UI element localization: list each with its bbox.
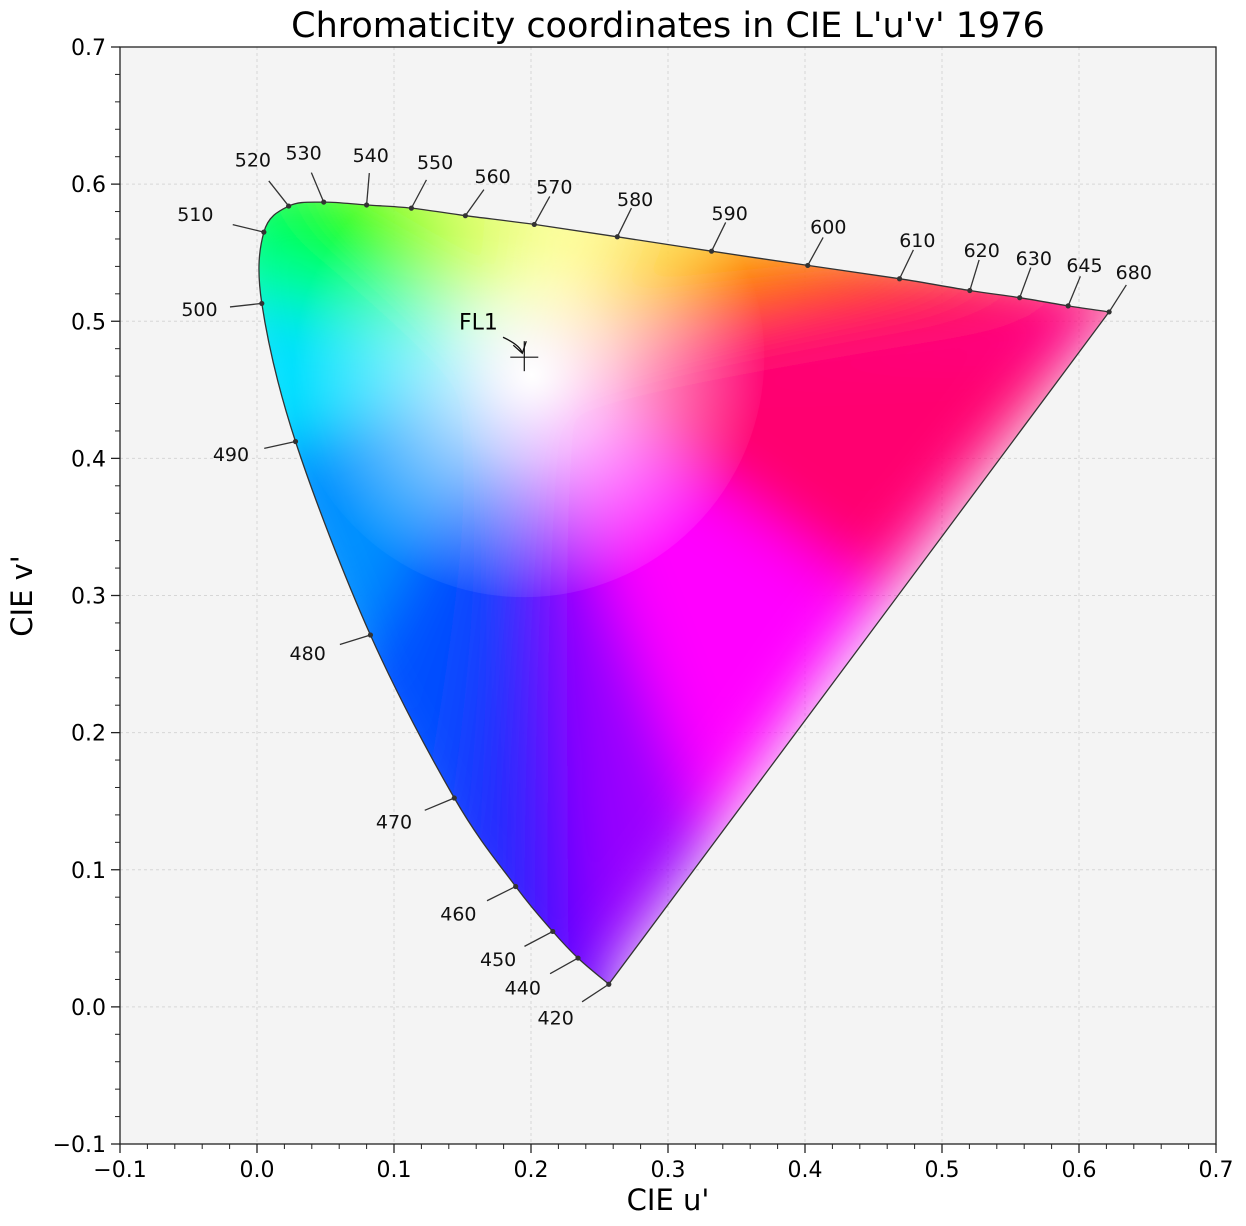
wavelength-tick xyxy=(310,172,325,203)
wavelength-tick xyxy=(264,440,296,449)
x-tick-label: 0.5 xyxy=(925,1158,960,1183)
y-tick-label: 0.1 xyxy=(71,859,106,884)
y-tick-label: 0.4 xyxy=(71,447,106,472)
y-tick-label: 0.0 xyxy=(71,996,106,1021)
wavelength-label: 620 xyxy=(964,240,1000,262)
wavelength-tick xyxy=(533,196,551,225)
wavelength-tick xyxy=(524,930,554,947)
wavelength-point xyxy=(408,205,414,211)
wavelength-point xyxy=(614,234,620,240)
wavelength-point xyxy=(451,795,457,801)
wavelength-label: 500 xyxy=(181,299,217,321)
wavelength-tick xyxy=(339,634,371,646)
wavelength-label: 645 xyxy=(1066,255,1102,277)
x-tick-label: 0.2 xyxy=(514,1158,549,1183)
wavelength-tick xyxy=(229,302,262,308)
wavelength-label: 440 xyxy=(505,978,541,1000)
wavelength-label: 490 xyxy=(213,444,249,466)
wavelength-tick xyxy=(581,983,610,1003)
wavelength-label: 540 xyxy=(353,145,389,167)
x-tick-label: 0.3 xyxy=(651,1158,686,1183)
wavelength-tick xyxy=(807,237,824,266)
wavelength-label: 510 xyxy=(177,204,213,226)
wavelength-label: 460 xyxy=(440,904,476,926)
y-tick-label: 0.6 xyxy=(71,173,106,198)
wavelength-point xyxy=(321,199,327,205)
wavelength-point xyxy=(1017,295,1023,301)
wavelength-label: 600 xyxy=(810,217,846,239)
wavelength-label: 610 xyxy=(899,230,935,252)
wavelength-point xyxy=(575,955,581,961)
wavelength-tick xyxy=(486,885,516,902)
wavelength-point xyxy=(708,248,715,254)
wavelength-label: 630 xyxy=(1016,248,1052,270)
chart-title: Chromaticity coordinates in CIE L'u'v' 1… xyxy=(291,6,1045,46)
wavelength-label: 580 xyxy=(617,189,653,211)
wavelength-point xyxy=(805,262,811,269)
y-tick-label: 0.5 xyxy=(71,310,106,335)
wavelength-point xyxy=(1106,309,1112,315)
wavelength-label: 480 xyxy=(290,643,326,665)
wavelength-tick xyxy=(365,173,370,206)
wavelength-tick xyxy=(710,222,727,252)
wavelength-point xyxy=(261,229,267,235)
wavelength-label: 550 xyxy=(417,152,453,174)
wavelength-label: 520 xyxy=(235,149,271,171)
wavelength-tick xyxy=(1108,284,1127,313)
wavelength-tick xyxy=(410,179,427,209)
wavelength-label: 570 xyxy=(536,177,572,199)
wavelength-tick xyxy=(1067,276,1081,307)
wavelength-label: 680 xyxy=(1116,262,1152,284)
wavelength-point xyxy=(367,632,374,638)
wavelength-label: 590 xyxy=(712,203,748,225)
y-tick-label: 0.2 xyxy=(71,722,106,747)
wavelength-markers: 420 440 450 460 470 480 490 500 510 520 530 540 550 5… xyxy=(177,142,1152,1029)
wavelength-tick xyxy=(549,957,579,975)
wavelength-label: 470 xyxy=(376,812,412,834)
wavelength-tick xyxy=(969,259,980,291)
wavelength-point xyxy=(286,203,292,209)
wavelength-tick xyxy=(268,180,290,207)
y-axis-label: CIE v' xyxy=(5,555,39,636)
wavelength-tick xyxy=(232,224,265,233)
wavelength-label: 530 xyxy=(285,142,321,164)
annotations: FL1 xyxy=(459,310,539,372)
y-tick-label: 0.3 xyxy=(71,585,106,610)
wavelength-point xyxy=(462,213,468,219)
wavelength-point xyxy=(606,981,612,987)
wavelength-label: 450 xyxy=(480,949,516,971)
x-tick-label: 0.6 xyxy=(1062,1158,1097,1183)
wavelength-point xyxy=(513,883,519,890)
wavelength-point xyxy=(1065,303,1071,309)
wavelength-point xyxy=(292,438,299,445)
y-tick-labels: −0.1 0.0 0.1 0.2 0.3 0.4 0.5 0.6 0.7 xyxy=(53,36,106,1158)
x-tick-label: 0.7 xyxy=(1199,1158,1234,1183)
x-tick-label: 0.0 xyxy=(240,1158,275,1183)
wavelength-point xyxy=(531,221,537,228)
x-tick-label: −0.1 xyxy=(93,1158,146,1183)
wavelength-tick xyxy=(464,189,485,217)
wavelength-label: 560 xyxy=(475,166,511,188)
white-point-label: FL1 xyxy=(459,310,498,335)
wavelength-point xyxy=(364,202,370,208)
wavelength-tick xyxy=(424,797,455,811)
annotation-arrowhead xyxy=(512,340,527,355)
wavelength-tick xyxy=(898,249,914,280)
wavelength-point xyxy=(259,300,265,307)
wavelength-point xyxy=(896,276,903,282)
wavelength-tick xyxy=(1019,267,1032,298)
wavelength-point xyxy=(967,287,973,294)
axis-ticks xyxy=(111,46,1217,1153)
wavelength-tick xyxy=(616,207,633,238)
wavelength-label: 420 xyxy=(538,1008,574,1030)
y-tick-label: −0.1 xyxy=(53,1133,106,1158)
x-axis-label: CIE u' xyxy=(627,1183,710,1217)
x-tick-labels: −0.1 0.0 0.1 0.2 0.3 0.4 0.5 0.6 0.7 xyxy=(93,1158,1233,1183)
wavelength-point xyxy=(550,928,556,935)
x-tick-label: 0.1 xyxy=(377,1158,412,1183)
annotation-arrow xyxy=(502,336,523,354)
x-tick-label: 0.4 xyxy=(788,1158,823,1183)
y-tick-label: 0.7 xyxy=(71,36,106,61)
